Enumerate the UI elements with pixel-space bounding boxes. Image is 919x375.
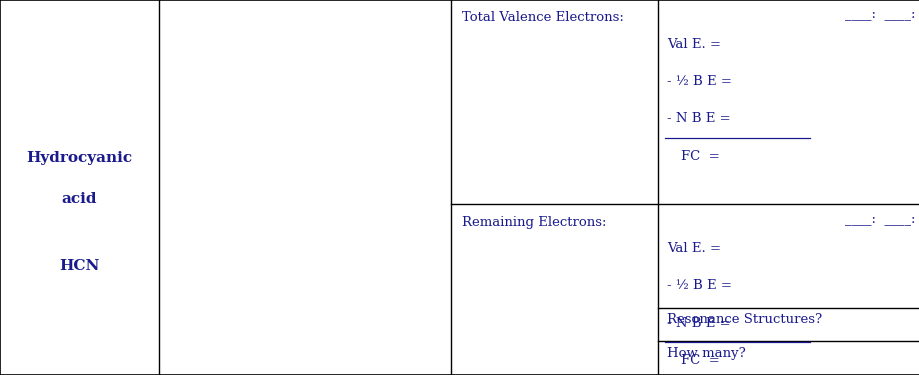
Text: FC  =: FC = <box>680 354 719 368</box>
Text: - ½ B E =: - ½ B E = <box>666 279 732 292</box>
Text: - N B E =: - N B E = <box>666 317 730 330</box>
Text: ____:  ____:: ____: ____: <box>844 8 914 21</box>
Text: FC  =: FC = <box>680 150 719 163</box>
Text: Val E. =: Val E. = <box>666 242 720 255</box>
Text: Remaining Electrons:: Remaining Electrons: <box>461 216 606 229</box>
Text: - N B E =: - N B E = <box>666 112 730 126</box>
Text: Hydrocyanic: Hydrocyanic <box>27 150 132 165</box>
Text: Val E. =: Val E. = <box>666 38 720 51</box>
Text: Total Valence Electrons:: Total Valence Electrons: <box>461 11 623 24</box>
Text: HCN: HCN <box>60 259 99 273</box>
Text: ____:  ____:: ____: ____: <box>844 212 914 225</box>
Text: - ½ B E =: - ½ B E = <box>666 75 732 88</box>
Text: Resonance Structures?: Resonance Structures? <box>666 313 822 326</box>
Text: acid: acid <box>62 192 97 206</box>
Text: How many?: How many? <box>666 347 745 360</box>
